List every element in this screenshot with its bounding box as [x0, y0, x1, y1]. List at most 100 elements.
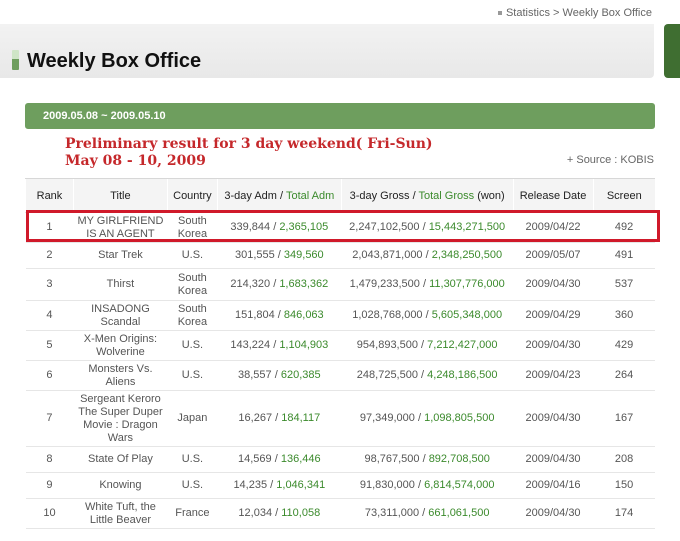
header-title: Title	[72, 178, 168, 213]
cell-adm-sep: /	[274, 249, 284, 261]
breadcrumb-statistics-link[interactable]: Statistics	[505, 7, 550, 19]
cell-admissions: 214,320 / 1,683,362	[217, 268, 342, 301]
table-row: 7 Sergeant Keroro The Super Duper Movie :…	[25, 390, 655, 447]
cell-gross: 1,479,233,500 / 11,307,776,000	[341, 268, 514, 301]
cell-gross-sep: /	[414, 479, 425, 491]
cell-screen: 150	[593, 472, 655, 499]
breadcrumb: Statistics > Weekly Box Office	[497, 7, 652, 19]
cell-admissions: 301,555 / 349,560	[217, 242, 342, 269]
header-adm-sep: /	[276, 189, 286, 202]
cell-country: South Korea	[167, 212, 218, 243]
cell-adm-sep: /	[271, 453, 281, 465]
cell-rank: 2	[25, 242, 74, 269]
cell-admissions: 16,267 / 184,117	[217, 390, 342, 447]
preliminary-note-line2: May 08 - 10, 2009	[65, 153, 206, 169]
cell-adm3: 38,557	[238, 369, 272, 381]
header-screen: Screen	[592, 178, 655, 213]
cell-title[interactable]: Monsters Vs. Aliens	[73, 360, 168, 391]
cell-gross-total: 4,248,186,500	[427, 369, 498, 381]
table-row: 5 X-Men Origins: Wolverine U.S. 143,224 / 1…	[25, 330, 655, 361]
cell-title[interactable]: X-Men Origins: Wolverine	[73, 330, 168, 361]
cell-rank: 4	[25, 300, 74, 331]
page-title: Weekly Box Office	[27, 50, 202, 72]
cell-title[interactable]: Star Trek	[73, 242, 168, 269]
cell-adm-sep: /	[272, 507, 282, 519]
cell-admissions: 339,844 / 2,365,105	[217, 212, 342, 243]
cell-adm3: 301,555	[234, 249, 275, 261]
cell-adm-total: 620,385	[280, 369, 321, 381]
cell-release-date: 2009/04/23	[513, 360, 594, 391]
cell-adm-sep: /	[267, 479, 277, 491]
cell-gross-total: 661,061,500	[428, 507, 490, 519]
cell-gross-total: 1,098,805,500	[424, 412, 495, 424]
cell-screen: 491	[593, 242, 655, 269]
table-row: 3 Thirst South Korea 214,320 / 1,683,362 1,4…	[25, 268, 655, 301]
cell-title[interactable]: INSADONG Scandal	[73, 300, 168, 331]
header-country: Country	[166, 178, 218, 213]
cell-gross3: 248,725,500	[356, 369, 418, 381]
cell-title[interactable]: Knowing	[73, 472, 168, 499]
cell-title[interactable]: White Tuft, the Little Beaver	[73, 498, 168, 529]
cell-gross-sep: /	[422, 309, 432, 321]
cell-adm-total: 1,104,903	[279, 339, 329, 351]
box-office-table: Rank Title Country 3-day Adm / Total Adm…	[25, 178, 655, 529]
cell-release-date: 2009/04/16	[513, 472, 594, 499]
cell-title[interactable]: State Of Play	[73, 446, 168, 473]
cell-title[interactable]: Thirst	[73, 268, 168, 301]
cell-adm-total: 110,058	[281, 507, 321, 519]
cell-title[interactable]: Sergeant Keroro The Super Duper Movie : …	[73, 390, 168, 447]
cell-gross3: 2,247,102,500	[349, 221, 420, 233]
cell-screen: 264	[593, 360, 655, 391]
cell-gross: 73,311,000 / 661,061,500	[341, 498, 514, 529]
cell-gross-sep: /	[419, 453, 429, 465]
cell-gross: 954,893,500 / 7,212,427,000	[341, 330, 514, 361]
cell-gross-total: 11,307,776,000	[429, 278, 505, 290]
cell-adm-sep: /	[272, 412, 282, 424]
cell-gross-sep: /	[417, 369, 428, 381]
header-gross3: 3-day Gross	[349, 189, 410, 202]
preliminary-note-line1: Preliminary result for 3 day weekend( Fr…	[65, 136, 433, 152]
cell-release-date: 2009/04/30	[513, 498, 594, 529]
cell-gross-total: 7,212,427,000	[427, 339, 498, 351]
cell-gross: 97,349,000 / 1,098,805,500	[341, 390, 514, 447]
table-row: 8 State Of Play U.S. 14,569 / 136,446 98,767…	[25, 446, 655, 473]
cell-adm3: 14,235	[233, 479, 268, 491]
cell-adm-total: 136,446	[280, 453, 321, 465]
cell-rank: 8	[25, 446, 74, 473]
cell-screen: 360	[593, 300, 655, 331]
cell-release-date: 2009/04/29	[513, 300, 594, 331]
cell-adm3: 12,034	[238, 507, 273, 519]
header-rank: Rank	[25, 178, 74, 213]
table-row: 9 Knowing U.S. 14,235 / 1,046,341 91,830,000…	[25, 472, 655, 499]
cell-screen: 492	[593, 212, 655, 243]
cell-title[interactable]: MY GIRLFRIEND IS AN AGENT	[73, 212, 168, 243]
side-tab[interactable]	[664, 24, 680, 78]
cell-country: Japan	[167, 390, 218, 447]
page-header-band	[0, 24, 654, 78]
cell-gross3: 2,043,871,000	[352, 249, 423, 261]
cell-adm-total: 1,046,341	[276, 479, 326, 491]
cell-rank: 3	[25, 268, 74, 301]
header-gross-sep: /	[409, 189, 419, 202]
cell-admissions: 14,569 / 136,446	[217, 446, 342, 473]
cell-adm-sep: /	[270, 339, 280, 351]
cell-gross-sep: /	[417, 339, 428, 351]
cell-adm3: 143,224	[230, 339, 271, 351]
cell-country: U.S.	[167, 446, 218, 473]
cell-gross: 2,043,871,000 / 2,348,250,500	[341, 242, 514, 269]
cell-gross-total: 5,605,348,000	[431, 309, 503, 321]
cell-rank: 6	[25, 360, 74, 391]
cell-gross: 98,767,500 / 892,708,500	[341, 446, 514, 473]
cell-adm-total: 184,117	[281, 412, 321, 424]
cell-adm3: 214,320	[230, 278, 271, 290]
cell-adm-total: 846,063	[283, 309, 324, 321]
cell-adm-sep: /	[271, 369, 281, 381]
cell-admissions: 12,034 / 110,058	[217, 498, 342, 529]
cell-adm-total: 2,365,105	[279, 221, 329, 233]
cell-rank: 7	[25, 390, 74, 447]
cell-gross: 2,247,102,500 / 15,443,271,500	[341, 212, 514, 243]
cell-gross-sep: /	[419, 507, 429, 519]
cell-country: France	[167, 498, 218, 529]
cell-release-date: 2009/04/30	[513, 268, 594, 301]
cell-release-date: 2009/04/30	[513, 330, 594, 361]
